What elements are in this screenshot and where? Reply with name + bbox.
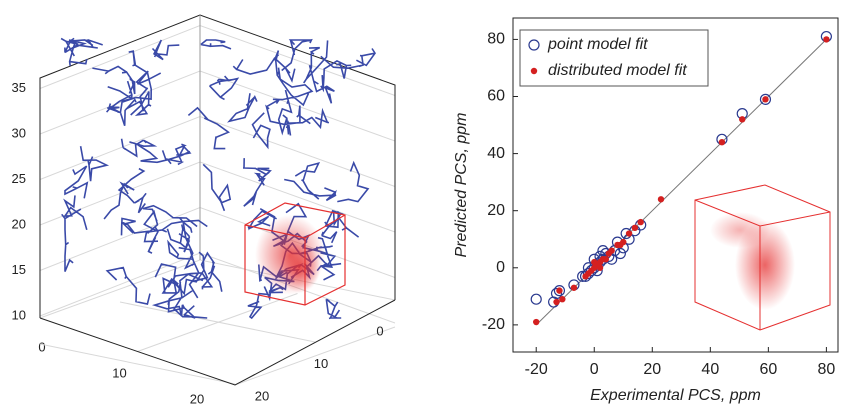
legend-label: point model fit [547,36,648,53]
grid-line [39,115,396,187]
x-tick-label: 0 [590,361,599,378]
point [631,224,639,232]
point [625,230,633,237]
y-tick-label: 80 [487,31,505,48]
x-tick-label: 10 [112,365,126,380]
point [596,264,604,271]
point [657,196,665,203]
y-tick-label: 0 [376,323,383,338]
density-blob [710,212,770,248]
legend-marker [530,67,538,75]
z-tick-label: 20 [12,216,26,231]
point [739,116,746,123]
y-axis-label: Predicted PCS, ppm [453,113,470,258]
point [559,295,566,303]
legend-marker [528,39,540,51]
x-tick-label: -20 [525,361,548,378]
z-tick-label: 10 [12,307,26,322]
inset-box [694,184,831,331]
legend-label: distributed model fit [548,62,687,79]
point [582,273,589,280]
x-tick-label: 60 [759,361,777,378]
point [605,250,612,257]
x-tick-label: 20 [190,391,204,406]
point [591,258,598,266]
point [556,287,563,294]
axis-box [39,299,396,386]
point [530,293,542,305]
point [570,284,578,291]
right-panel: -20 0 20 40 60 80 -20 0 20 40 60 80 Experimental PCS… [453,17,839,404]
x-tick-label: 80 [817,361,835,378]
y-tick-label: -20 [482,316,505,333]
y-tick-label: 20 [255,388,269,403]
point [617,241,624,249]
plot-frame [512,17,839,353]
point [553,285,566,297]
density-blob [280,243,320,293]
point [553,298,560,306]
x-tick-label: 20 [643,361,661,378]
point [585,265,597,277]
y-tick-label: 20 [487,202,505,219]
x-tick-label: 40 [701,361,719,378]
inset [694,184,831,331]
point [637,218,644,226]
z-tick-label: 15 [12,262,26,277]
z-tick-label: 30 [12,125,26,140]
molecule [60,37,376,320]
grid-line [234,326,396,386]
point [762,96,769,103]
y-tick-label: 0 [496,259,505,276]
point [614,247,626,260]
point [533,318,540,326]
grid-line [39,343,236,385]
grid-line [39,24,396,96]
grid-line [39,206,396,278]
point [602,256,610,263]
y-tick-label: 10 [314,356,328,371]
z-tick-label: 25 [12,171,26,186]
point [823,36,830,43]
x-tick-label: 0 [38,339,45,354]
point [718,138,726,146]
legend-box [519,29,709,87]
grid-line [39,259,201,319]
x-axis-label: Experimental PCS, ppm [590,387,761,404]
density-box [244,202,346,306]
y-tick-label: 60 [487,88,505,105]
point [759,93,772,105]
axis-box [39,14,396,318]
grid-line [119,301,316,343]
z-tick-label: 35 [12,80,26,95]
y-tick-label: 40 [487,145,505,162]
left-panel: 10 15 20 25 30 35 0 10 20 0 10 20 [12,14,396,406]
